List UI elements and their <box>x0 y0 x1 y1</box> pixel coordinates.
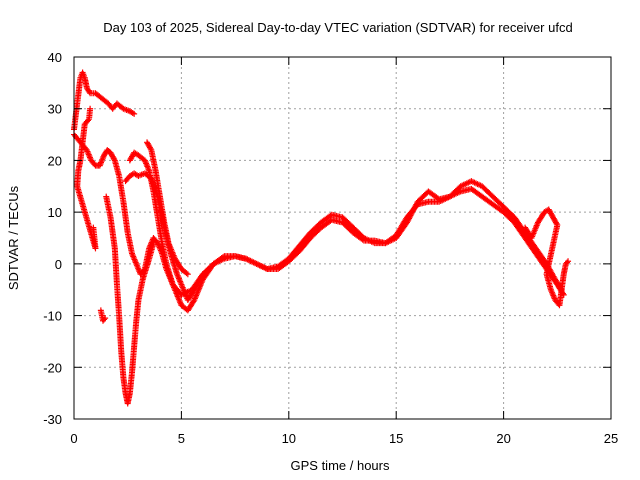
series-trace-3 <box>122 170 565 304</box>
data-point <box>210 260 217 267</box>
x-axis-label: GPS time / hours <box>291 458 390 473</box>
y-axis-label: SDTVAR / TECUs <box>6 185 21 290</box>
data-point <box>101 316 108 323</box>
data-point <box>147 145 154 152</box>
x-tick-label: 10 <box>282 431 296 446</box>
ticks <box>73 56 612 420</box>
plot-frame <box>73 56 612 420</box>
data-point <box>84 117 91 124</box>
y-tick-label: 40 <box>48 50 62 65</box>
x-tick-label: 20 <box>496 431 510 446</box>
series-trace-5 <box>144 139 191 278</box>
x-tick-label: 5 <box>178 431 185 446</box>
data-point <box>111 156 118 163</box>
data-point <box>131 110 138 117</box>
y-tick-label: -10 <box>43 309 62 324</box>
x-tick-label: 15 <box>389 431 403 446</box>
series-trace-8 <box>74 105 99 252</box>
y-tick-label: 10 <box>48 205 62 220</box>
data-point <box>183 270 190 277</box>
y-tick-label: 20 <box>48 153 62 168</box>
series-trace-4 <box>126 149 217 314</box>
data-point <box>150 240 157 247</box>
y-tick-label: -30 <box>43 412 62 427</box>
series-trace-9 <box>522 206 572 309</box>
x-tick-label: 25 <box>604 431 618 446</box>
data-point <box>184 271 191 278</box>
data-point <box>209 262 216 269</box>
data-point <box>102 315 109 322</box>
y-tick-label: 0 <box>55 257 62 272</box>
y-tick-label: 30 <box>48 102 62 117</box>
x-tick-label: 0 <box>70 431 77 446</box>
y-tick-label: -20 <box>43 360 62 375</box>
data-point <box>87 105 94 112</box>
data-points <box>71 69 572 407</box>
series-trace-7 <box>97 307 109 324</box>
tick-labels: 0 5 10 15 20 25 -30 -20 -10 0 10 20 30 40 <box>43 50 618 446</box>
chart-title: Day 103 of 2025, Sidereal Day-to-day VTE… <box>103 20 572 35</box>
data-point <box>563 259 570 266</box>
series-trace-6 <box>103 193 157 407</box>
data-point <box>565 258 572 265</box>
